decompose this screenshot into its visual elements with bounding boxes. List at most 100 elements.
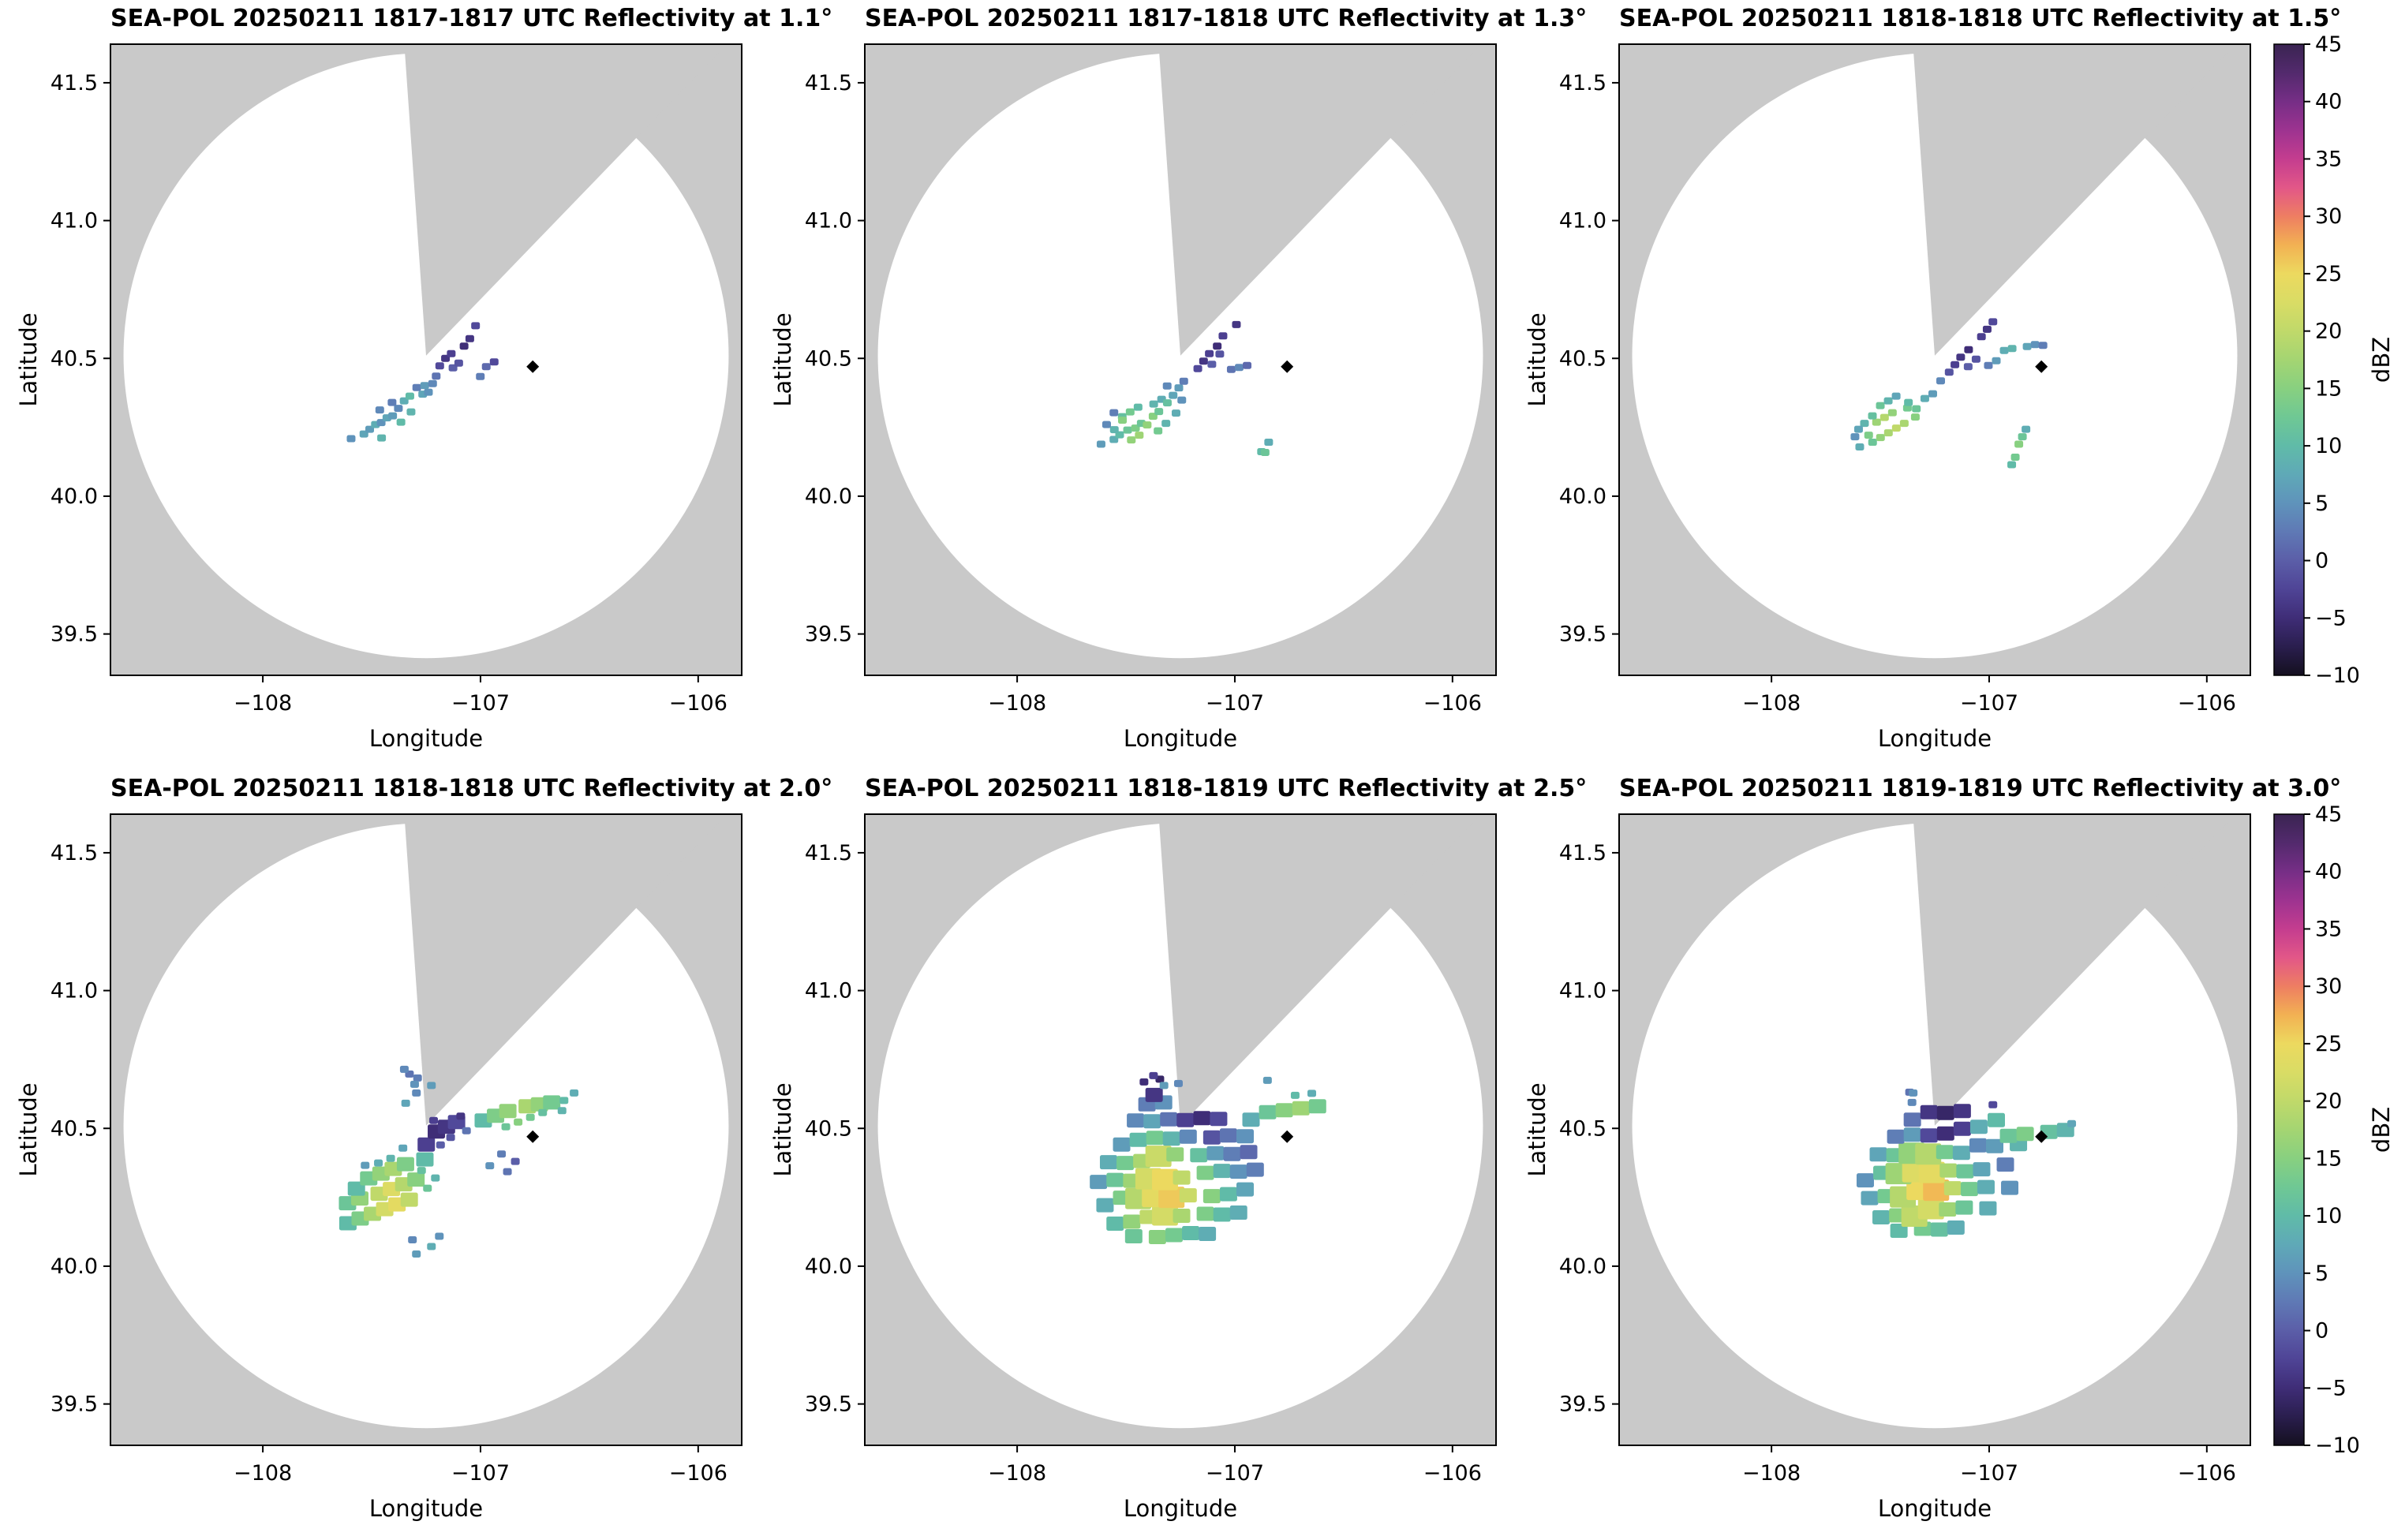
x-tick-label: −108 bbox=[988, 1461, 1046, 1486]
x-tick-label: −106 bbox=[1423, 691, 1482, 716]
x-tick-label: −108 bbox=[1742, 1461, 1801, 1486]
colorbar-tick-label: 30 bbox=[2315, 974, 2342, 999]
y-tick-label: 40.0 bbox=[1559, 484, 1606, 509]
colorbar-tick-label: 45 bbox=[2315, 802, 2342, 827]
colorbar-spacer bbox=[2263, 0, 2405, 32]
x-tick-label: −108 bbox=[234, 691, 292, 716]
colorbar-tick-label: 10 bbox=[2315, 1204, 2342, 1228]
reflectivity-echo-layer bbox=[1090, 1071, 1326, 1244]
y-tick-label: 40.0 bbox=[50, 1254, 98, 1279]
y-tick-label: 41.5 bbox=[50, 71, 98, 95]
x-tick-label: −106 bbox=[1423, 1461, 1482, 1486]
panel-title: SEA-POL 20250211 1817-1818 UTC Reflectiv… bbox=[865, 5, 1588, 32]
y-tick-label: 40.5 bbox=[50, 1116, 98, 1141]
colorbar-label: dBZ bbox=[2368, 1107, 2395, 1153]
blocked-sector-wedge bbox=[404, 44, 727, 356]
panel-reflectivity-1: SEA-POL 20250211 1817-1817 UTC Reflectiv… bbox=[0, 0, 832, 770]
colorbar-tick-label: 15 bbox=[2315, 1146, 2342, 1171]
blocked-sector-wedge bbox=[1913, 814, 2236, 1126]
reflectivity-echo-layer bbox=[1856, 1088, 2077, 1239]
colorbar-tick-label: 45 bbox=[2315, 32, 2342, 57]
panel-title: SEA-POL 20250211 1818-1819 UTC Reflectiv… bbox=[865, 775, 1588, 802]
y-axis-label: Latitude bbox=[769, 1082, 796, 1176]
y-tick-label: 40.0 bbox=[1559, 1254, 1606, 1279]
site-marker-icon bbox=[2035, 1130, 2048, 1143]
y-tick-label: 41.5 bbox=[1559, 841, 1606, 865]
axes-frame bbox=[1618, 43, 2251, 676]
colorbar-tick-label: 25 bbox=[2315, 1032, 2342, 1056]
colorbar-tick-label: 25 bbox=[2315, 262, 2342, 286]
y-tick-label: 40.0 bbox=[805, 1254, 852, 1279]
x-axis-label: Longitude bbox=[1124, 1495, 1237, 1522]
y-axis-label: Latitude bbox=[1524, 312, 1550, 406]
colorbar-tick-label: −10 bbox=[2315, 663, 2360, 688]
reflectivity-echo-layer bbox=[1096, 320, 1274, 457]
x-tick-label: −107 bbox=[1206, 691, 1264, 716]
blocked-sector-wedge bbox=[404, 814, 727, 1126]
y-tick-label: 41.0 bbox=[50, 209, 98, 234]
site-marker-icon bbox=[1281, 360, 1294, 373]
y-tick-label: 41.5 bbox=[805, 71, 852, 95]
figure-row-2: SEA-POL 20250211 1818-1818 UTC Reflectiv… bbox=[0, 770, 2405, 1540]
colorbar-tick-label: −5 bbox=[2315, 606, 2347, 630]
y-tick-label: 41.0 bbox=[805, 979, 852, 1004]
ppi-plot: −108 −107 −106 41.5 41.0 40.5 40.0 39.5 Longitud… bbox=[15, 813, 742, 1522]
y-tick-label: 41.0 bbox=[805, 209, 852, 234]
colorbar-tick-label: 35 bbox=[2315, 147, 2342, 171]
panel-reflectivity-3: SEA-POL 20250211 1818-1818 UTC Reflectiv… bbox=[1509, 0, 2341, 770]
y-tick-label: 40.5 bbox=[805, 346, 852, 371]
panel-reflectivity-6: SEA-POL 20250211 1819-1819 UTC Reflectiv… bbox=[1509, 770, 2341, 1540]
colorbar-tick-label: 20 bbox=[2315, 1090, 2342, 1114]
ppi-plot: −108 −107 −106 41.5 41.0 40.5 40.0 39.5 Longitud… bbox=[769, 813, 1497, 1522]
y-tick-label: 40.0 bbox=[50, 484, 98, 509]
ppi-plot: −108 −107 −106 41.5 41.0 40.5 40.0 39.5 Longitud… bbox=[15, 43, 742, 752]
ppi-plot: −108 −107 −106 41.5 41.0 40.5 40.0 39.5 Longitud… bbox=[1524, 43, 2251, 752]
y-tick-label: 41.0 bbox=[50, 979, 98, 1004]
x-tick-label: −107 bbox=[1206, 1461, 1264, 1486]
colorbar-tick-label: 0 bbox=[2315, 549, 2328, 574]
blocked-sector-wedge bbox=[1158, 44, 1482, 356]
reflectivity-echo-layer bbox=[346, 322, 499, 443]
y-tick-label: 39.5 bbox=[805, 1392, 852, 1417]
y-tick-label: 39.5 bbox=[1559, 1392, 1606, 1417]
colorbar-tick-label: 35 bbox=[2315, 917, 2342, 941]
blocked-sector-wedge bbox=[1913, 44, 2236, 356]
panel-reflectivity-5: SEA-POL 20250211 1818-1819 UTC Reflectiv… bbox=[754, 770, 1588, 1540]
panel-reflectivity-2: SEA-POL 20250211 1817-1818 UTC Reflectiv… bbox=[754, 0, 1588, 770]
axes-frame bbox=[110, 813, 742, 1446]
reflectivity-echo-layer bbox=[338, 1065, 579, 1258]
x-axis-label: Longitude bbox=[1124, 725, 1237, 752]
y-tick-label: 39.5 bbox=[50, 1392, 98, 1417]
colorbar-tick-label: 20 bbox=[2315, 320, 2342, 344]
x-tick-label: −107 bbox=[1960, 1461, 2018, 1486]
colorbar-svg: 45 40 35 30 25 20 15 10 5 0 −5 −10 dBZ bbox=[2273, 32, 2395, 688]
axes-frame bbox=[864, 813, 1497, 1446]
panel-reflectivity-4: SEA-POL 20250211 1818-1818 UTC Reflectiv… bbox=[0, 770, 833, 1540]
colorbar-tick-label: 10 bbox=[2315, 434, 2342, 458]
colorbar-tick-label: −5 bbox=[2315, 1376, 2347, 1400]
y-axis-label: Latitude bbox=[769, 312, 796, 406]
panel-title: SEA-POL 20250211 1818-1818 UTC Reflectiv… bbox=[110, 775, 833, 802]
x-tick-label: −107 bbox=[451, 1461, 510, 1486]
axes-frame bbox=[110, 43, 742, 676]
site-marker-icon bbox=[1281, 1130, 1294, 1143]
y-axis-label: Latitude bbox=[15, 312, 42, 406]
colorbar-svg: 45 40 35 30 25 20 15 10 5 0 −5 −10 dBZ bbox=[2273, 802, 2395, 1458]
x-axis-label: Longitude bbox=[1878, 1495, 1992, 1522]
colorbar-tick-label: 30 bbox=[2315, 204, 2342, 229]
radar-coverage-circle bbox=[123, 53, 729, 659]
y-tick-label: 40.5 bbox=[805, 1116, 852, 1141]
y-tick-label: 40.5 bbox=[1559, 1116, 1606, 1141]
x-tick-label: −108 bbox=[988, 691, 1046, 716]
y-tick-label: 41.0 bbox=[1559, 979, 1606, 1004]
x-tick-label: −106 bbox=[669, 1461, 727, 1486]
x-tick-label: −107 bbox=[451, 691, 510, 716]
x-tick-label: −106 bbox=[669, 691, 727, 716]
x-axis-label: Longitude bbox=[369, 1495, 483, 1522]
colorbar-gradient bbox=[2274, 814, 2304, 1445]
radar-coverage-circle bbox=[877, 53, 1483, 659]
colorbar-tick-label: 5 bbox=[2315, 492, 2328, 516]
y-tick-label: 41.0 bbox=[1559, 209, 1606, 234]
x-tick-label: −106 bbox=[2178, 691, 2236, 716]
